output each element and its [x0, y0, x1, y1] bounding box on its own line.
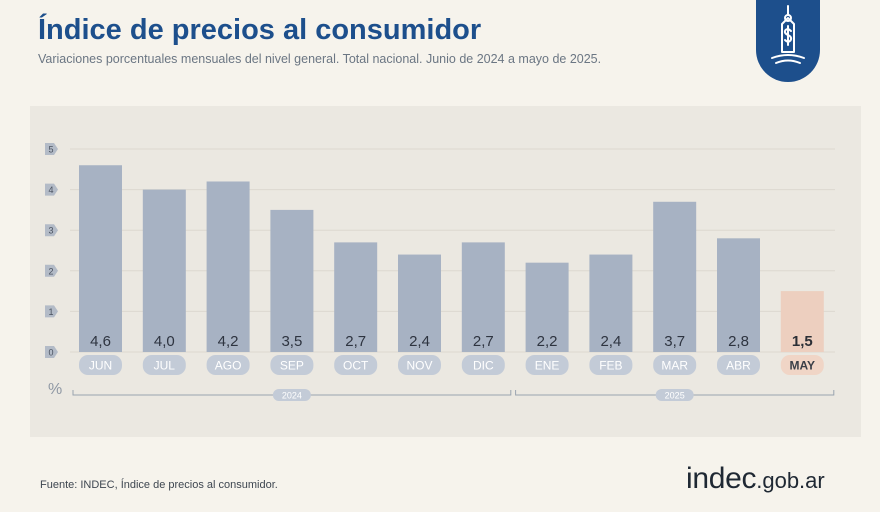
- bar: [206, 181, 250, 352]
- category-pill: [79, 355, 122, 375]
- data-label: 4,2: [218, 333, 239, 350]
- y-axis-label: %: [48, 381, 62, 398]
- category-pill: [206, 355, 250, 375]
- y-tick-label: 2: [48, 266, 53, 276]
- x-tick-label: MAY: [790, 359, 816, 373]
- source-note: Fuente: INDEC, Índice de precios al cons…: [40, 479, 278, 491]
- data-label: 2,8: [728, 333, 749, 350]
- x-tick-label: DIC: [473, 359, 494, 373]
- x-tick-label: OCT: [343, 359, 369, 373]
- bar: [717, 238, 760, 352]
- bar: [589, 254, 633, 352]
- data-label: 4,0: [154, 333, 175, 350]
- y-tick-marker: [45, 143, 58, 155]
- year-label: 2025: [665, 391, 685, 401]
- y-tick-label: 4: [48, 185, 53, 195]
- page-title: Índice de precios al consumidor: [38, 14, 482, 46]
- brand-main: indec: [686, 462, 757, 495]
- category-pill: [717, 355, 760, 375]
- bar: [653, 201, 697, 352]
- y-tick-marker: [45, 224, 58, 237]
- category-pill: [334, 355, 378, 375]
- category-pill: [589, 355, 633, 375]
- y-tick-label: 1: [48, 307, 53, 317]
- bar: [79, 165, 122, 352]
- data-label: 2,7: [345, 333, 366, 350]
- x-tick-label: ENE: [535, 359, 560, 373]
- data-label: 2,7: [473, 333, 494, 350]
- chart-panel: 0 1 2 3 4 5% 4,6 JUN 4,0 JUL 4,2 AGO 3,5 SEP 2,7 OCT 2,4…: [30, 106, 861, 437]
- y-tick-marker: [45, 346, 58, 358]
- bar: [780, 291, 824, 352]
- bar: [461, 242, 505, 352]
- bar: [334, 242, 378, 352]
- category-pill: [461, 355, 505, 375]
- category-pill: [653, 355, 697, 375]
- bar: [142, 189, 186, 352]
- bar: [525, 262, 569, 352]
- category-pill: [780, 355, 824, 375]
- indec-logo: [756, 0, 820, 82]
- y-tick-label: 0: [48, 348, 53, 358]
- data-label: 3,7: [664, 333, 685, 350]
- bar: [398, 254, 441, 352]
- bar: [270, 209, 314, 352]
- price-tag-dollar-icon: [771, 5, 805, 64]
- x-tick-label: JUL: [154, 359, 176, 373]
- brand-domain: .gob.ar: [756, 468, 825, 493]
- data-label: 1,5: [792, 333, 813, 350]
- x-tick-label: MAR: [661, 359, 688, 373]
- bar-chart: 0 1 2 3 4 5% 4,6 JUN 4,0 JUL 4,2 AGO 3,5 SEP 2,7 OCT 2,4…: [45, 143, 835, 401]
- x-tick-label: ABR: [726, 359, 751, 373]
- x-tick-label: FEB: [599, 359, 622, 373]
- page-subtitle: Variaciones porcentuales mensuales del n…: [38, 52, 602, 66]
- indec-wordmark: indec.gob.ar: [686, 462, 825, 496]
- category-pill: [142, 355, 186, 375]
- x-tick-label: NOV: [406, 359, 432, 373]
- y-tick-label: 5: [48, 145, 53, 155]
- data-label: 2,2: [537, 333, 558, 350]
- x-tick-label: SEP: [280, 359, 304, 373]
- data-label: 2,4: [600, 333, 621, 350]
- category-pill: [270, 355, 314, 375]
- data-label: 2,4: [409, 333, 430, 350]
- data-label: 3,5: [281, 333, 302, 350]
- category-pill: [525, 355, 569, 375]
- year-pill: [655, 389, 694, 401]
- data-label: 4,6: [90, 333, 111, 350]
- y-tick-marker: [45, 305, 58, 318]
- category-pill: [398, 355, 441, 375]
- year-label: 2024: [282, 391, 302, 401]
- y-tick-marker: [45, 264, 58, 277]
- y-tick-label: 3: [48, 226, 53, 236]
- y-tick-marker: [45, 183, 58, 196]
- x-tick-label: AGO: [215, 359, 242, 373]
- year-pill: [272, 389, 311, 401]
- x-tick-label: JUN: [89, 359, 112, 373]
